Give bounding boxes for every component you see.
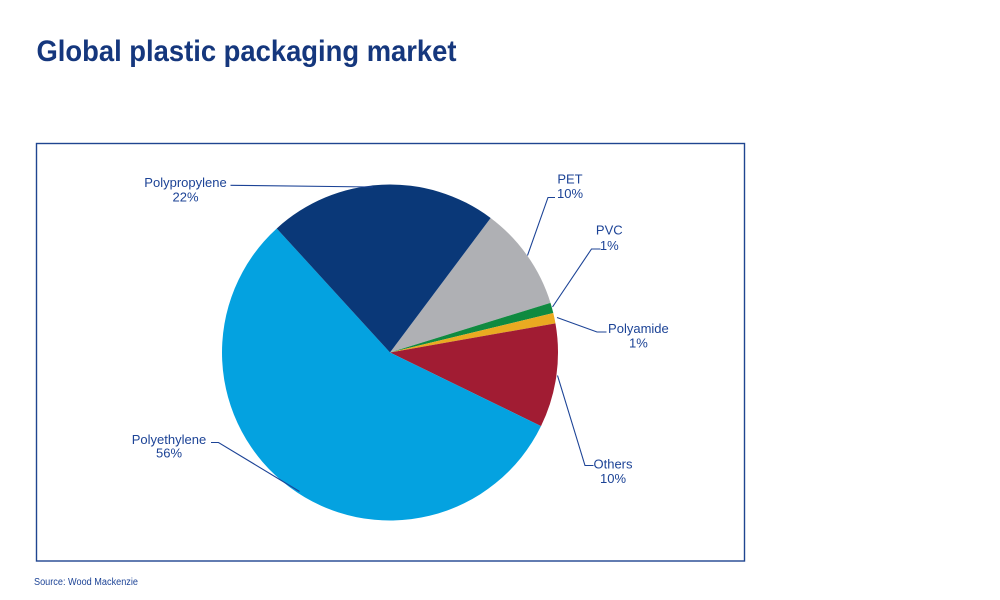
svg-text:Polyethylene: Polyethylene (132, 432, 206, 447)
svg-text:Source: Wood Mackenzie: Source: Wood Mackenzie (34, 577, 138, 588)
svg-text:Polypropylene: Polypropylene (144, 175, 226, 190)
svg-text:10%: 10% (600, 471, 626, 486)
svg-text:Global plastic packaging marke: Global plastic packaging market (37, 35, 457, 68)
svg-text:10%: 10% (557, 186, 583, 201)
svg-text:PET: PET (557, 172, 582, 187)
svg-text:PVC: PVC (596, 223, 623, 238)
svg-text:1%: 1% (629, 335, 648, 350)
svg-text:1%: 1% (600, 238, 619, 253)
svg-text:Others: Others (593, 456, 633, 471)
svg-text:56%: 56% (156, 446, 182, 461)
svg-text:Polyamide: Polyamide (608, 321, 669, 336)
svg-text:22%: 22% (172, 190, 198, 205)
